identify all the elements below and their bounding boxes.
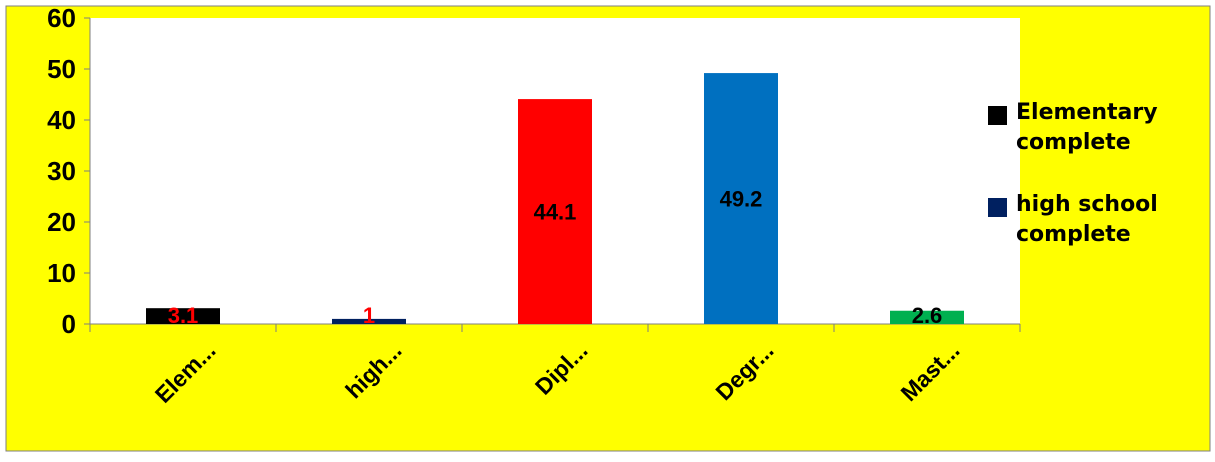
y-tick-label: 40: [47, 105, 76, 135]
data-label: 1: [363, 303, 375, 328]
y-tick-label: 30: [47, 156, 76, 186]
bars: [146, 73, 964, 324]
data-labels: 3.1 1 44.1 49.2 2.6: [168, 187, 943, 328]
bar: [518, 99, 592, 324]
y-tick-label: 60: [47, 3, 76, 33]
legend-swatch-high-school: [988, 198, 1007, 217]
data-label: 44.1: [534, 200, 577, 225]
y-tick-label: 10: [47, 258, 76, 288]
data-label: 3.1: [168, 303, 199, 328]
bar: [332, 318, 406, 324]
legend-label-elementary: Elementary complete: [1016, 100, 1158, 155]
bar: [146, 308, 220, 324]
bar: [890, 310, 964, 324]
y-tick-label: 50: [47, 54, 76, 84]
legend-label-high-school: high school complete: [1016, 192, 1158, 247]
legend-swatch-elementary: [988, 106, 1007, 125]
y-axis: 0 10 20 30 40 50 60: [47, 3, 91, 339]
data-label: 2.6: [912, 303, 943, 328]
data-label: 49.2: [720, 187, 763, 212]
y-tick-label: 20: [47, 207, 76, 237]
bar: [704, 73, 778, 324]
y-tick-label: 0: [62, 309, 76, 339]
